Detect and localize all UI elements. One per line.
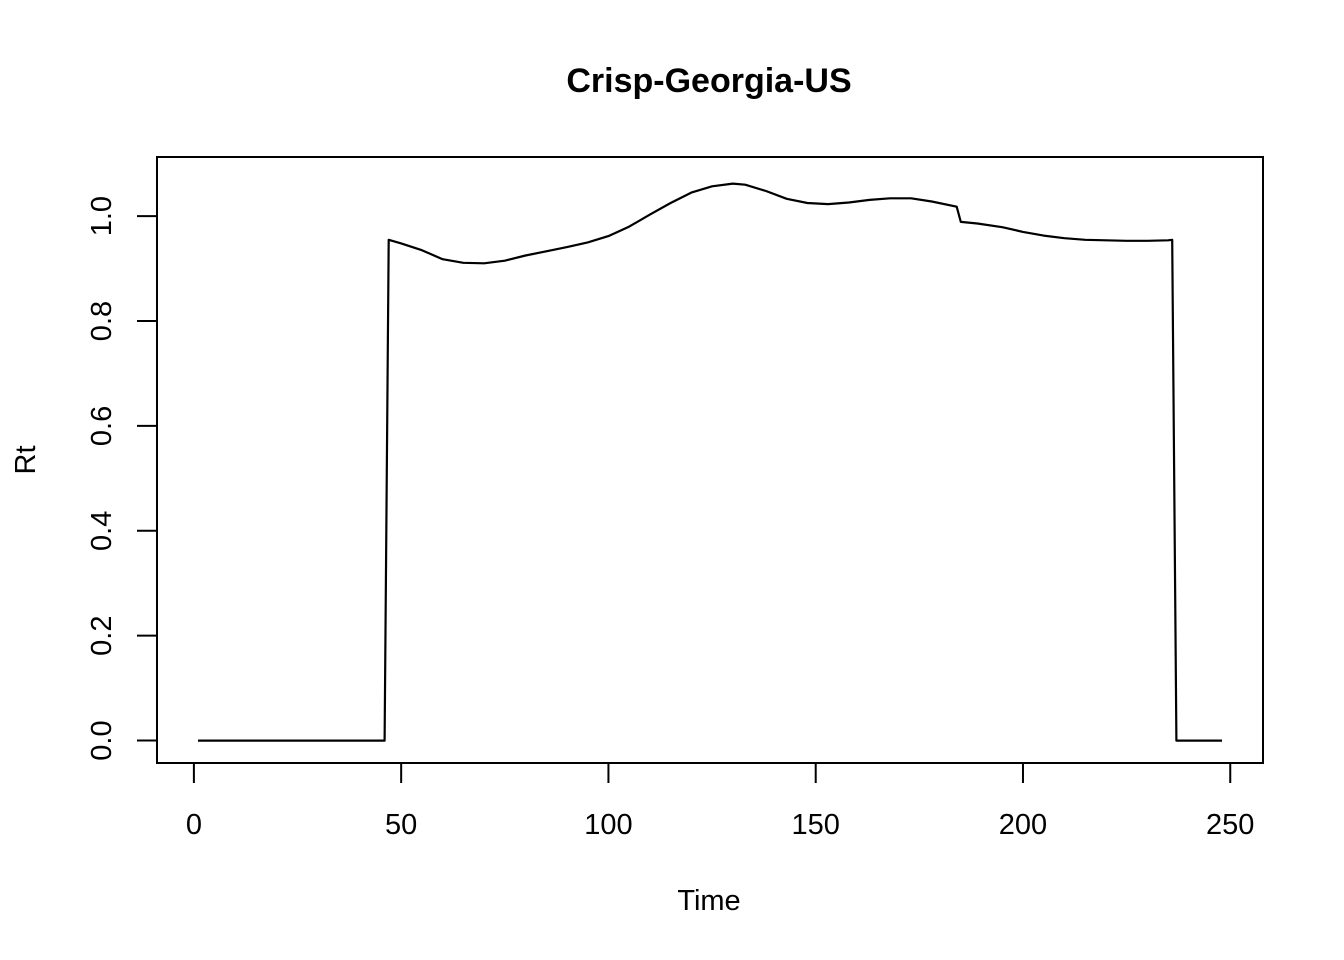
- series-line-0: [198, 182, 1222, 742]
- x-tick-label: 250: [1206, 809, 1254, 841]
- x-tick-label: 100: [584, 809, 632, 841]
- x-axis: 0 50 100 150 200 250: [186, 762, 1254, 841]
- y-tick-label: 1.0: [86, 196, 118, 236]
- x-tick-label: 150: [792, 809, 840, 841]
- y-tick-label: 0.6: [86, 406, 118, 446]
- y-tick-label: 0.4: [86, 511, 118, 551]
- y-axis-label: Rt: [10, 446, 42, 475]
- series-layer: [198, 182, 1222, 742]
- y-axis: 0.0 0.2 0.4 0.6 0.8 1.0: [86, 196, 158, 761]
- y-tick-label: 0.0: [86, 720, 118, 760]
- x-tick-label: 50: [385, 809, 417, 841]
- x-tick-label: 0: [186, 809, 202, 841]
- x-tick-label: 200: [999, 809, 1047, 841]
- y-tick-label: 0.2: [86, 616, 118, 656]
- plot-frame: [156, 156, 1264, 764]
- x-axis-label: Time: [677, 885, 740, 917]
- chart-title: Crisp-Georgia-US: [566, 62, 851, 100]
- y-tick-label: 0.8: [86, 301, 118, 341]
